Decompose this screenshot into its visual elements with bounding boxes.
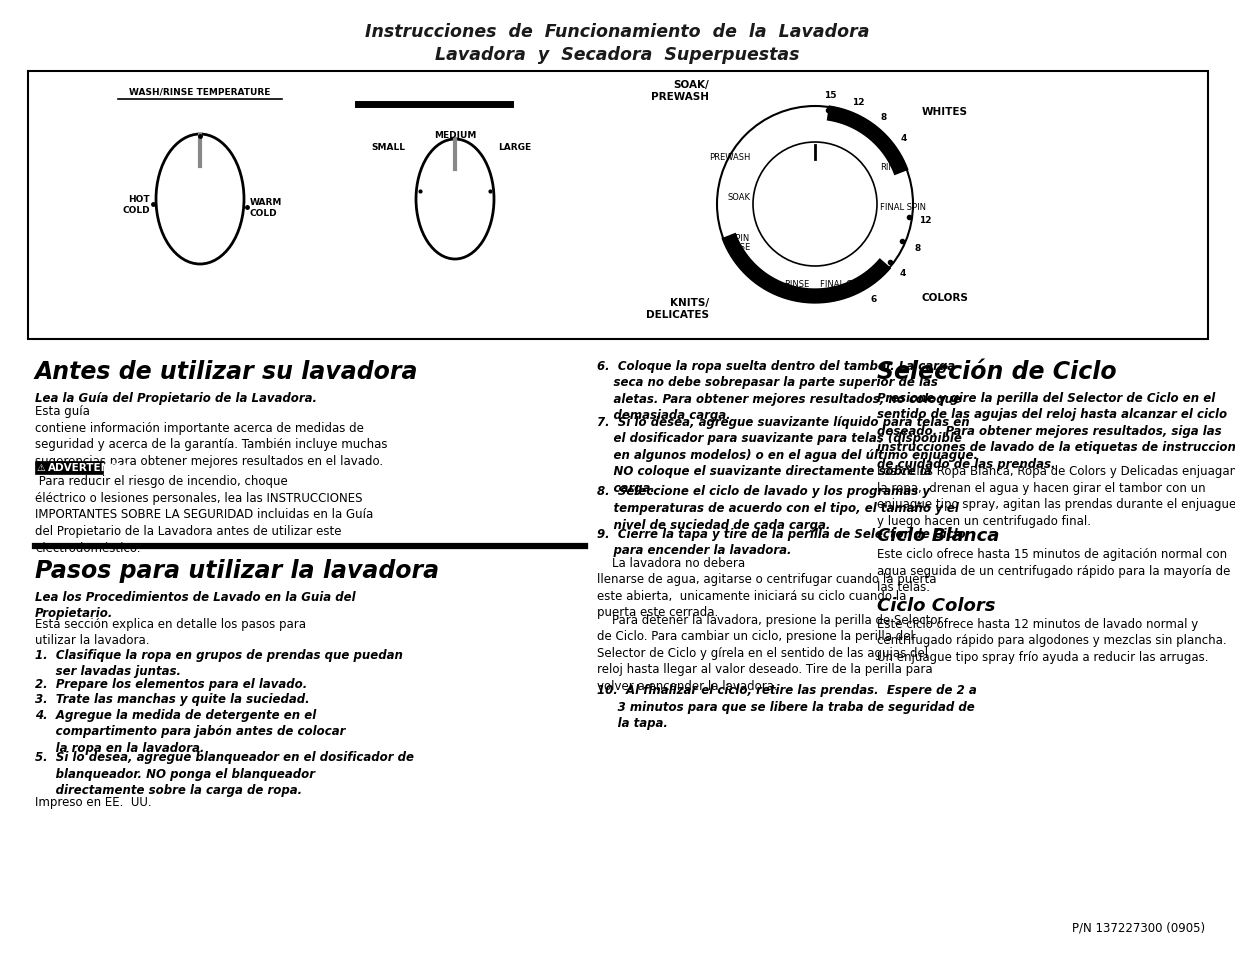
- Text: ⚠: ⚠: [37, 462, 46, 473]
- Ellipse shape: [156, 135, 245, 265]
- Text: Selección de Ciclo: Selección de Ciclo: [877, 359, 1116, 384]
- Text: Instrucciones  de  Funcionamiento  de  la  Lavadora: Instrucciones de Funcionamiento de la La…: [364, 23, 869, 41]
- Text: 4.  Agregue la medida de detergente en el
     compartimento para jabón antes de: 4. Agregue la medida de detergente en el…: [35, 708, 346, 754]
- Text: 12: 12: [852, 98, 864, 107]
- Text: SPIN
RINSE: SPIN RINSE: [725, 233, 750, 253]
- Text: COLORS: COLORS: [921, 293, 968, 303]
- Text: FINAL SPIN: FINAL SPIN: [820, 280, 866, 289]
- Text: 12: 12: [919, 215, 931, 225]
- FancyBboxPatch shape: [35, 461, 103, 474]
- Text: Ciclo Colors: Ciclo Colors: [877, 597, 995, 615]
- Text: KNITS/
DELICATES: KNITS/ DELICATES: [646, 297, 709, 319]
- Text: 2.  Prepare los elementos para el lavado.: 2. Prepare los elementos para el lavado.: [35, 678, 308, 690]
- Text: 1.  Clasifique la ropa en grupos de prendas que puedan
     ser lavadas juntas.: 1. Clasifique la ropa en grupos de prend…: [35, 648, 403, 678]
- Circle shape: [718, 107, 913, 303]
- FancyBboxPatch shape: [28, 71, 1208, 339]
- Text: 4: 4: [899, 269, 905, 277]
- Text: Este ciclo ofrece hasta 15 minutos de agitación normal con
agua seguida de un ce: Este ciclo ofrece hasta 15 minutos de ag…: [877, 548, 1230, 594]
- Text: WASH/RINSE TEMPERATURE: WASH/RINSE TEMPERATURE: [130, 88, 270, 96]
- Text: Esta sección explica en detalle los pasos para
utilizar la lavadora.: Esta sección explica en detalle los paso…: [35, 618, 306, 647]
- Text: 8: 8: [914, 244, 920, 253]
- Text: LARGE: LARGE: [499, 143, 531, 152]
- Text: Antes de utilizar su lavadora: Antes de utilizar su lavadora: [35, 359, 419, 384]
- Text: P/N 137227300 (0905): P/N 137227300 (0905): [1072, 921, 1205, 934]
- Text: MEDIUM: MEDIUM: [433, 132, 477, 140]
- Text: Para reducir el riesgo de incendio, choque
éléctrico o lesiones personales, lea : Para reducir el riesgo de incendio, choq…: [35, 475, 373, 554]
- Text: PREWASH: PREWASH: [709, 152, 750, 161]
- Text: 8: 8: [881, 112, 887, 122]
- Text: 6.  Coloque la ropa suelta dentro del tambor. La carga
    seca no debe sobrepas: 6. Coloque la ropa suelta dentro del tam…: [597, 359, 961, 422]
- Text: FINAL SPIN: FINAL SPIN: [881, 202, 926, 212]
- Text: 3.  Trate las manchas y quite la suciedad.: 3. Trate las manchas y quite la suciedad…: [35, 693, 310, 706]
- Text: 4: 4: [900, 133, 906, 143]
- Text: Los ciclos Ropa Blanca, Ropa de Colors y Delicadas enjuagan
la ropa,  drenan el : Los ciclos Ropa Blanca, Ropa de Colors y…: [877, 465, 1235, 527]
- Text: Impreso en EE.  UU.: Impreso en EE. UU.: [35, 795, 152, 808]
- Text: Ciclo Blanca: Ciclo Blanca: [877, 527, 999, 545]
- Text: 9.  Cierre la tapa y tire de la perilla de Selector de Ciclo
    para encender l: 9. Cierre la tapa y tire de la perilla d…: [597, 527, 966, 557]
- Circle shape: [753, 143, 877, 267]
- Text: 10.  Al finalizar el ciclo, retire las prendas.  Espere de 2 a
     3 minutos pa: 10. Al finalizar el ciclo, retire las pr…: [597, 684, 977, 730]
- Text: Presione y gire la perilla del Selector de Ciclo en el
sentido de las agujas del: Presione y gire la perilla del Selector …: [877, 392, 1235, 471]
- Text: Lavadora  y  Secadora  Superpuestas: Lavadora y Secadora Superpuestas: [435, 46, 799, 64]
- Text: SMALL: SMALL: [370, 143, 405, 152]
- Text: 5.  Si lo desea, agregue blanqueador en el dosificador de
     blanqueador. NO p: 5. Si lo desea, agregue blanqueador en e…: [35, 751, 414, 797]
- Text: La lavadora no debera
llenarse de agua, agitarse o centrifugar cuando la puerta
: La lavadora no debera llenarse de agua, …: [597, 557, 936, 618]
- Text: Esta guía
contiene información importante acerca de medidas de
seguridad y acerc: Esta guía contiene información important…: [35, 405, 388, 468]
- Text: SOAK: SOAK: [727, 193, 750, 201]
- Text: 6: 6: [871, 294, 877, 303]
- Text: 8.  Seleccione el ciclo de lavado y los programas y
    temperaturas de acuerdo : 8. Seleccione el ciclo de lavado y los p…: [597, 485, 958, 531]
- Text: Pasos para utilizar la lavadora: Pasos para utilizar la lavadora: [35, 558, 440, 582]
- Text: Lea los Procedimientos de Lavado en la Guia del
Propietario.: Lea los Procedimientos de Lavado en la G…: [35, 590, 356, 619]
- Text: WHITES: WHITES: [923, 107, 968, 117]
- Text: 7.  Si lo desea, agregue suavizante líquido para telas en
    el dosificador par: 7. Si lo desea, agregue suavizante líqui…: [597, 416, 978, 495]
- Text: 15: 15: [824, 91, 836, 99]
- Text: HOT
COLD: HOT COLD: [122, 195, 149, 214]
- Text: Lea la Guía del Propietario de la Lavadora.: Lea la Guía del Propietario de la Lavado…: [35, 392, 317, 405]
- Text: SOAK/
PREWASH: SOAK/ PREWASH: [651, 80, 709, 102]
- Text: WARM
COLD: WARM COLD: [249, 198, 283, 217]
- Text: Para detener la lavadora, presione la perilla de Selector
de Ciclo. Para cambiar: Para detener la lavadora, presione la pe…: [597, 614, 942, 692]
- Text: RINSE: RINSE: [881, 162, 905, 172]
- Text: Este ciclo ofrece hasta 12 minutos de lavado normal y
centrifugado rápido para a: Este ciclo ofrece hasta 12 minutos de la…: [877, 618, 1226, 663]
- Text: RINSE: RINSE: [784, 280, 810, 289]
- Ellipse shape: [416, 140, 494, 260]
- Text: ADVERTENCIA: ADVERTENCIA: [48, 462, 130, 473]
